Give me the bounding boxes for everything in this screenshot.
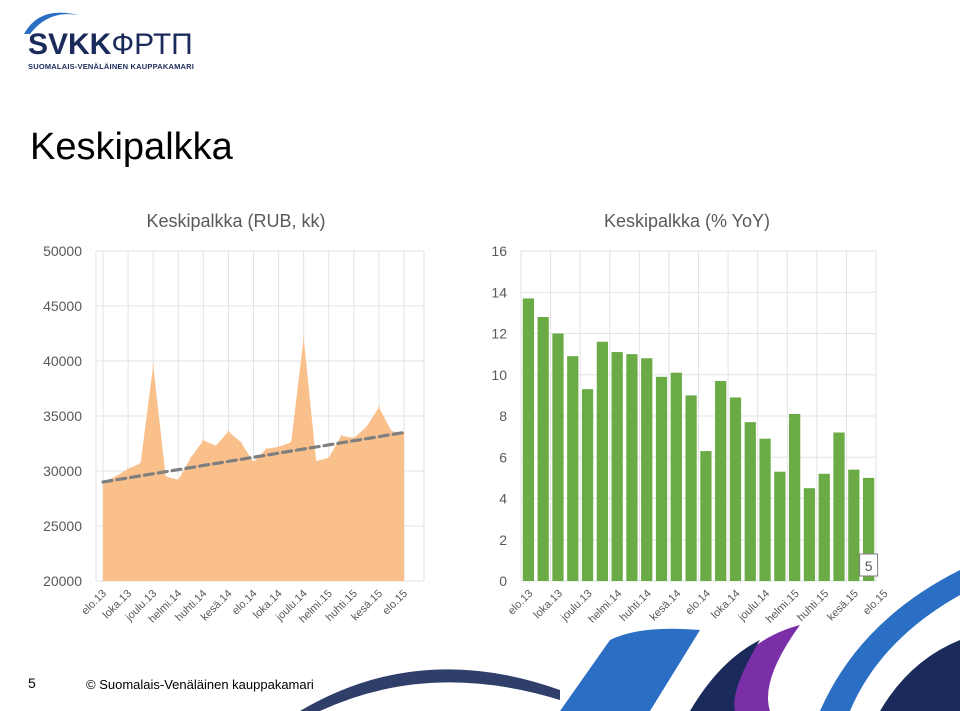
- bar: [759, 438, 771, 581]
- area-series: [103, 337, 404, 581]
- area-y-tick-label: 20000: [43, 573, 82, 589]
- area-y-tick-label: 30000: [43, 463, 82, 479]
- bar: [581, 389, 594, 581]
- bar-x-tick-label: huhti.15: [795, 588, 831, 624]
- bar-y-tick-label: 8: [499, 408, 507, 424]
- area-point: [177, 479, 180, 481]
- bar: [818, 473, 830, 581]
- bar: [700, 451, 712, 581]
- area-point: [365, 426, 368, 428]
- area-point: [240, 441, 242, 444]
- bar-y-tick-label: 6: [499, 449, 507, 465]
- area-point: [403, 431, 405, 434]
- area-point: [378, 406, 380, 409]
- bar-y-tick-label: 4: [499, 491, 507, 507]
- area-x-tick-label: elo.15: [380, 588, 410, 618]
- area-point: [202, 439, 205, 442]
- logo-brand-bold: SVKK: [28, 28, 112, 61]
- area-point: [215, 444, 217, 447]
- area-point: [152, 364, 154, 367]
- bar: [626, 354, 638, 581]
- page-title: Keskipalkka: [30, 126, 233, 168]
- bar-y-tick-label: 12: [491, 326, 507, 342]
- bar-y-tick-label: 16: [491, 243, 507, 259]
- area-y-tick-label: 50000: [43, 243, 82, 259]
- area-point: [127, 468, 129, 470]
- area-point: [327, 457, 330, 459]
- bar-x-tick-label: helmi.15: [764, 588, 802, 626]
- area-point: [290, 441, 292, 444]
- area-point: [265, 448, 267, 450]
- footer-page-number: 5: [28, 675, 36, 691]
- bar: [567, 356, 579, 581]
- bar: [803, 488, 816, 581]
- logo-swoosh-icon: [24, 12, 82, 34]
- area-point: [315, 460, 318, 462]
- bar: [744, 422, 756, 581]
- bar: [552, 333, 564, 581]
- bar-y-tick-label: 0: [499, 573, 507, 589]
- area-chart-title: Keskipalkka (RUB, kk): [146, 211, 325, 231]
- bar-y-tick-label: 14: [491, 284, 507, 300]
- area-point: [277, 446, 280, 448]
- bar: [655, 376, 668, 581]
- area-y-tick-label: 25000: [43, 518, 82, 534]
- bar: [774, 471, 786, 581]
- bar: [537, 317, 549, 581]
- bar: [522, 298, 535, 581]
- footer-copyright: © Suomalais-Venäläinen kauppakamari: [86, 677, 314, 692]
- area-point: [114, 475, 117, 478]
- bar: [715, 380, 727, 581]
- bar: [641, 358, 653, 581]
- logo-brand-light: ФРТП: [111, 28, 193, 61]
- area-y-tick-label: 45000: [43, 298, 82, 314]
- bar-chart-title: Keskipalkka (% YoY): [604, 211, 770, 231]
- bar-x-tick-label: huhti.14: [618, 588, 654, 624]
- bar: [685, 395, 697, 581]
- area-point: [340, 435, 343, 437]
- area-point: [302, 337, 305, 339]
- area-point: [227, 430, 230, 433]
- area-point: [189, 457, 192, 459]
- bar: [862, 477, 875, 581]
- bar-x-tick-label: kesä.14: [648, 588, 684, 624]
- area-trend-line: [101, 430, 406, 484]
- area-point: [139, 462, 142, 465]
- bar: [670, 372, 682, 581]
- bar-x-tick-label: helmi.14: [586, 588, 624, 626]
- area-point: [353, 437, 355, 439]
- area-y-tick-label: 40000: [43, 353, 82, 369]
- bar-y-tick-label: 2: [499, 532, 507, 548]
- area-chart: 20000 25000 30000 35000 40000 45000 50000 Keski…: [43, 211, 425, 626]
- logo: SVKKФРТП SUOMALAIS-VENÄLÄINEN KAUPPAKAMA…: [22, 8, 202, 71]
- bar-data-label: 5: [865, 558, 873, 574]
- bar: [848, 469, 860, 581]
- logo-subtitle: SUOMALAIS-VENÄLÄINEN KAUPPAKAMARI: [28, 62, 195, 71]
- bar-x-tick-label: elo.15: [861, 588, 891, 618]
- area-point: [164, 475, 167, 478]
- bar: [596, 341, 608, 581]
- bar-y-tick-label: 10: [491, 367, 507, 383]
- area-point: [252, 461, 255, 464]
- bar: [833, 432, 845, 581]
- bar: [789, 413, 801, 581]
- logo-wordmark: SVKKФРТП: [28, 28, 193, 62]
- bar-x-tick-label: kesä.15: [825, 588, 861, 624]
- bar: [611, 352, 623, 581]
- area-point: [390, 430, 393, 433]
- area-y-tick-label: 35000: [43, 408, 82, 424]
- bar: [729, 397, 742, 581]
